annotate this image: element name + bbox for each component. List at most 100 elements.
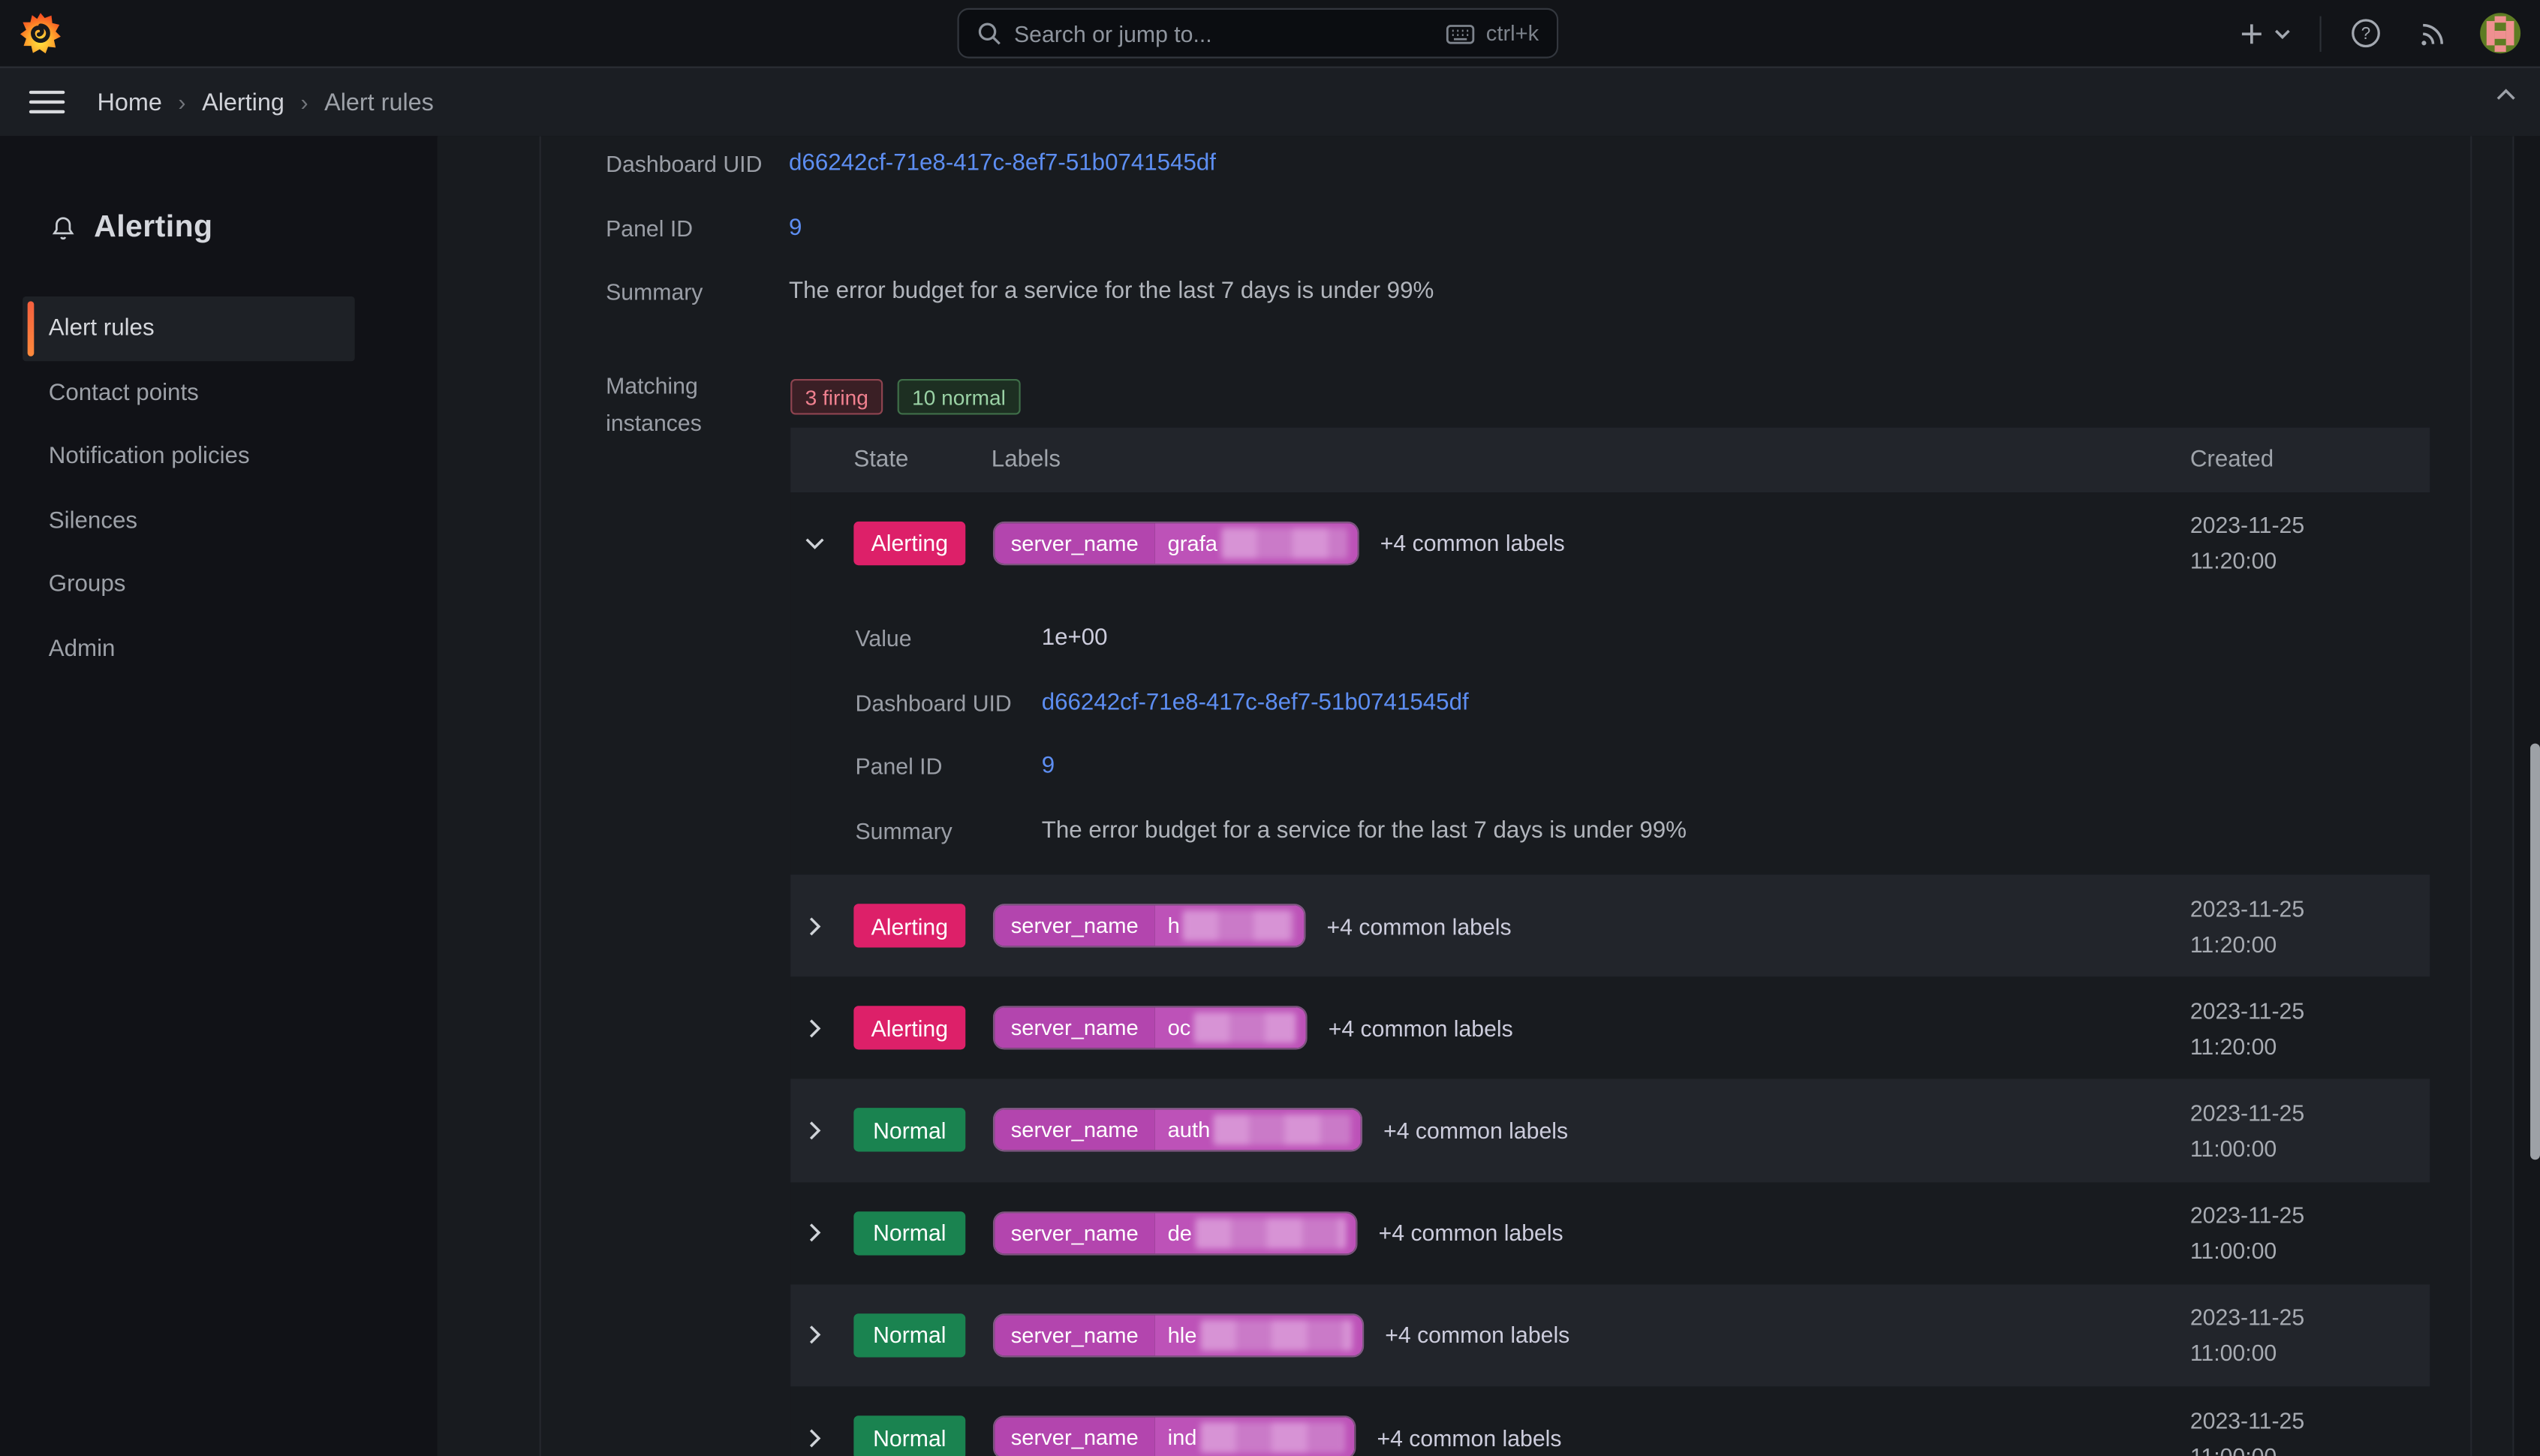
column-header-state: State bbox=[853, 447, 909, 474]
menu-toggle-button[interactable] bbox=[29, 90, 65, 114]
add-new-button[interactable] bbox=[2239, 20, 2291, 47]
state-badge: Normal bbox=[853, 1109, 966, 1153]
sidebar-item-alert-rules[interactable]: Alert rules bbox=[23, 296, 355, 362]
sidebar-item-groups[interactable]: Groups bbox=[23, 552, 354, 617]
sidebar-item-notification-policies[interactable]: Notification policies bbox=[23, 424, 354, 489]
sidebar-section-title: Alerting bbox=[49, 211, 213, 246]
common-labels-text: +4 common labels bbox=[1378, 1220, 1563, 1247]
chevron-right-icon[interactable] bbox=[803, 1223, 826, 1243]
main-content: Dashboard UID d66242cf-71e8-417c-8ef7-51… bbox=[437, 136, 2540, 1456]
label-pill: server_name h bbox=[992, 904, 1306, 948]
chevron-right-icon[interactable] bbox=[803, 1018, 826, 1038]
state-badge: Alerting bbox=[853, 520, 966, 565]
label-key: server_name bbox=[995, 1212, 1155, 1253]
chevron-right-icon[interactable] bbox=[803, 1121, 826, 1140]
created-time: 11:20:00 bbox=[2189, 1033, 2277, 1059]
created-cell: 2023-11-25 11:20:00 bbox=[2190, 507, 2304, 579]
search-input[interactable] bbox=[1014, 20, 1446, 47]
search-icon bbox=[977, 21, 1001, 45]
chevron-right-icon[interactable] bbox=[803, 916, 826, 936]
label-pill: server_name ind bbox=[992, 1415, 1356, 1456]
collapse-header-button[interactable] bbox=[2495, 88, 2517, 102]
redacted-label-value bbox=[1195, 1217, 1347, 1249]
breadcrumb-separator: › bbox=[300, 89, 308, 116]
help-button[interactable]: ? bbox=[2350, 18, 2381, 49]
normal-count-badge: 10 normal bbox=[897, 379, 1021, 415]
dashboard-uid-link[interactable]: d66242cf-71e8-417c-8ef7-51b0741545df bbox=[1041, 689, 1469, 715]
label-value: ind bbox=[1167, 1425, 1197, 1450]
created-date: 2023-11-25 bbox=[2189, 895, 2305, 922]
created-date: 2023-11-25 bbox=[2189, 511, 2305, 538]
field-row: Panel ID 9 bbox=[438, 206, 2470, 249]
panel-id-link[interactable]: 9 bbox=[1041, 753, 1055, 780]
breadcrumb-home[interactable]: Home bbox=[97, 88, 162, 116]
rss-icon bbox=[2417, 18, 2448, 49]
detail-row: Panel ID 9 bbox=[790, 745, 2410, 788]
created-time: 11:20:00 bbox=[2189, 547, 2277, 573]
created-date: 2023-11-25 bbox=[2189, 1100, 2305, 1126]
panel-id-link[interactable]: 9 bbox=[789, 214, 802, 241]
label-value: h bbox=[1167, 913, 1180, 938]
sidebar-item-label: Admin bbox=[48, 636, 116, 662]
state-badge: Normal bbox=[853, 1415, 966, 1456]
breadcrumb-bar: Home › Alerting › Alert rules bbox=[0, 66, 2540, 137]
news-button[interactable] bbox=[2417, 18, 2448, 49]
created-date: 2023-11-25 bbox=[2189, 1406, 2305, 1433]
firing-count-badge: 3 firing bbox=[790, 379, 883, 415]
redacted-label-value bbox=[1199, 1422, 1345, 1454]
topbar-actions: ? bbox=[2239, 0, 2540, 66]
user-avatar[interactable] bbox=[2480, 13, 2521, 54]
search-box[interactable]: ctrl+k bbox=[957, 8, 1559, 59]
state-badge: Alerting bbox=[853, 1006, 966, 1051]
search-shortcut: ctrl+k bbox=[1446, 20, 1539, 47]
redacted-label-value bbox=[1193, 1012, 1296, 1044]
field-row: Dashboard UID d66242cf-71e8-417c-8ef7-51… bbox=[438, 142, 2470, 185]
sidebar-item-label: Contact points bbox=[48, 380, 199, 406]
sidebar-title-label: Alerting bbox=[94, 210, 213, 245]
sidebar-item-silences[interactable]: Silences bbox=[23, 489, 354, 553]
scrollbar-thumb[interactable] bbox=[2530, 743, 2540, 1160]
instance-row[interactable]: Alerting server_name oc +4 common labels… bbox=[790, 976, 2430, 1080]
instance-row[interactable]: Normal server_name de +4 common labels 2… bbox=[790, 1181, 2430, 1284]
detail-row: Value 1e+00 bbox=[790, 616, 2410, 660]
instance-row[interactable]: Normal server_name hle +4 common labels … bbox=[790, 1283, 2430, 1387]
help-icon: ? bbox=[2350, 18, 2381, 49]
created-date: 2023-11-25 bbox=[2189, 1202, 2305, 1229]
created-cell: 2023-11-25 11:00:00 bbox=[2190, 1197, 2304, 1268]
detail-label: Summary bbox=[855, 817, 952, 844]
chevron-right-icon[interactable] bbox=[803, 1428, 826, 1448]
top-bar: ctrl+k ? bbox=[0, 0, 2540, 67]
chevron-down-icon[interactable] bbox=[803, 535, 826, 549]
created-cell: 2023-11-25 11:00:00 bbox=[2190, 1300, 2304, 1371]
detail-row: Dashboard UID d66242cf-71e8-417c-8ef7-51… bbox=[790, 680, 2410, 723]
instance-row[interactable]: Normal server_name ind +4 common labels … bbox=[790, 1386, 2430, 1456]
label-pill: server_name hle bbox=[992, 1313, 1365, 1358]
matching-instances-label: Matching instances bbox=[606, 372, 702, 435]
label-key: server_name bbox=[995, 522, 1155, 563]
label-value: oc bbox=[1167, 1015, 1191, 1041]
breadcrumb-alerting[interactable]: Alerting bbox=[202, 88, 284, 116]
sidebar-item-admin[interactable]: Admin bbox=[23, 616, 354, 681]
instance-row-expanded[interactable]: Alerting server_name grafa +4 common lab… bbox=[790, 492, 2430, 875]
label-key: server_name bbox=[995, 905, 1155, 946]
common-labels-text: +4 common labels bbox=[1328, 1015, 1513, 1042]
breadcrumb: Home › Alerting › Alert rules bbox=[97, 89, 433, 116]
summary-value: The error budget for a service for the l… bbox=[789, 278, 1434, 305]
state-badge: Normal bbox=[853, 1313, 966, 1358]
created-time: 11:00:00 bbox=[2189, 1442, 2277, 1456]
instance-row[interactable]: Normal server_name auth +4 common labels… bbox=[790, 1079, 2430, 1182]
common-labels-text: +4 common labels bbox=[1377, 1424, 1562, 1451]
sidebar-item-contact-points[interactable]: Contact points bbox=[23, 360, 354, 425]
dashboard-uid-link[interactable]: d66242cf-71e8-417c-8ef7-51b0741545df bbox=[789, 150, 1217, 177]
sidebar-item-label: Groups bbox=[48, 571, 126, 598]
detail-value: The error budget for a service for the l… bbox=[1041, 817, 1687, 844]
chevron-right-icon[interactable] bbox=[803, 1325, 826, 1345]
common-labels-text: +4 common labels bbox=[1380, 529, 1565, 556]
created-time: 11:00:00 bbox=[2189, 1135, 2277, 1162]
created-cell: 2023-11-25 11:00:00 bbox=[2190, 1402, 2304, 1456]
grafana-logo-icon[interactable] bbox=[20, 11, 62, 55]
scrollbar-track[interactable] bbox=[2512, 136, 2540, 1456]
instance-row[interactable]: Alerting server_name h +4 common labels … bbox=[790, 874, 2430, 977]
shortcut-label: ctrl+k bbox=[1485, 21, 1539, 46]
field-label: Dashboard UID bbox=[606, 150, 763, 177]
